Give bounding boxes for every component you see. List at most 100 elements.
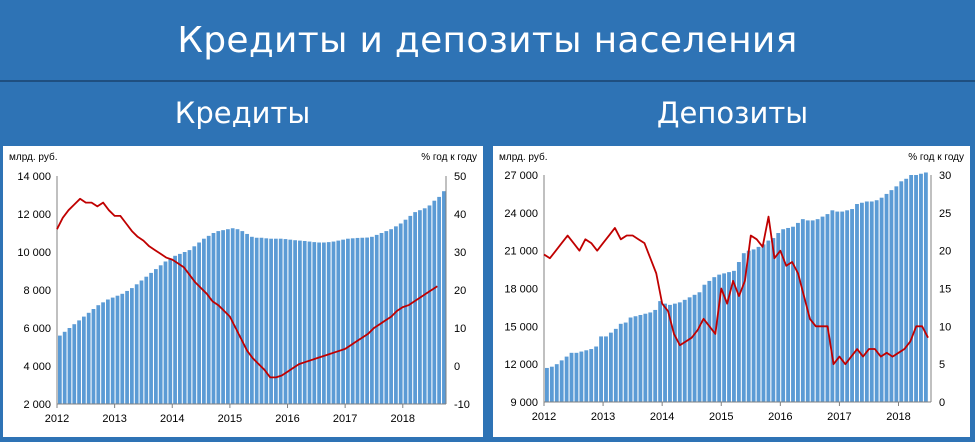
data-bar — [638, 314, 643, 402]
data-bar — [736, 262, 741, 402]
x-tick-label: 2013 — [102, 413, 126, 425]
data-bar — [96, 305, 101, 404]
data-bar — [579, 351, 584, 402]
data-bar — [613, 328, 618, 402]
right-y-tick-label: 15 — [939, 284, 951, 296]
data-bar — [422, 208, 427, 404]
left-axis-unit-label: млрд. руб. — [9, 151, 58, 163]
data-bar — [139, 280, 144, 404]
data-bar — [202, 238, 206, 404]
data-bar — [692, 294, 697, 402]
right-y-tick-label: 25 — [939, 208, 951, 220]
data-bar — [365, 237, 369, 404]
data-bar — [633, 316, 638, 402]
data-bar — [230, 228, 235, 404]
data-bar — [914, 175, 918, 402]
data-bar — [776, 233, 781, 402]
data-bar — [187, 250, 192, 404]
right-axis-unit-label: % год к году — [421, 152, 477, 163]
x-tick-label: 2013 — [591, 411, 615, 423]
data-bar — [781, 229, 786, 402]
data-bar — [574, 352, 579, 402]
data-bar — [91, 309, 96, 404]
page-title: Кредиты и депозиты населения — [177, 19, 798, 61]
data-bar — [278, 238, 283, 404]
data-bar — [355, 237, 360, 404]
x-tick-label: 2014 — [650, 411, 674, 423]
right-y-tick-label: 0 — [939, 397, 945, 409]
data-bar — [845, 210, 850, 402]
left-y-tick-label: 9 000 — [510, 397, 538, 409]
data-bar — [786, 227, 790, 402]
x-tick-label: 2015 — [709, 411, 733, 423]
data-bar — [835, 211, 840, 402]
data-bar — [394, 226, 398, 404]
data-bar — [168, 258, 173, 404]
data-bar — [855, 204, 859, 402]
data-bar — [106, 299, 110, 404]
data-bar — [584, 350, 589, 402]
data-bar — [800, 219, 805, 402]
data-bar — [549, 366, 554, 402]
right-y-tick-label: 20 — [454, 285, 466, 297]
data-bar — [58, 335, 62, 404]
data-bar — [82, 316, 86, 404]
data-bar — [427, 205, 432, 404]
data-bar — [717, 274, 722, 402]
data-bar — [559, 360, 564, 402]
data-bar — [771, 238, 776, 402]
data-bar — [130, 288, 134, 404]
data-bar — [341, 239, 345, 404]
data-bar — [791, 226, 795, 402]
yoy-growth-line — [56, 197, 438, 379]
data-bar — [206, 235, 211, 404]
left-axis-unit-label: млрд. руб. — [499, 151, 548, 163]
data-bar — [115, 295, 120, 404]
left-y-tick-label: 8 000 — [23, 285, 51, 297]
data-bar — [889, 190, 894, 402]
data-bar — [418, 210, 422, 404]
x-tick-label: 2016 — [275, 413, 299, 425]
data-bar — [144, 276, 149, 404]
data-bar — [663, 303, 667, 402]
data-bar — [288, 239, 293, 404]
data-bar — [682, 299, 687, 402]
data-bar — [746, 250, 751, 402]
data-bar — [72, 324, 77, 404]
data-bar — [879, 197, 884, 402]
data-bar — [134, 284, 139, 404]
data-bar — [274, 238, 278, 404]
data-bar — [307, 241, 312, 404]
data-bar — [569, 352, 574, 402]
data-bar — [221, 230, 225, 404]
data-bar — [149, 272, 153, 404]
title-bar: Кредиты и депозиты населения — [0, 0, 975, 82]
data-bar — [815, 219, 820, 402]
data-bar — [437, 196, 441, 404]
data-bar — [658, 301, 663, 402]
data-bar — [869, 201, 874, 402]
data-bar — [336, 240, 341, 404]
left-y-tick-label: 6 000 — [23, 323, 51, 335]
data-bar — [173, 255, 177, 404]
data-bar — [628, 317, 633, 402]
data-bar — [923, 172, 928, 402]
data-bar — [741, 253, 746, 402]
data-bar — [408, 215, 413, 404]
data-bar — [216, 231, 221, 404]
data-bar — [904, 178, 909, 402]
right-y-tick-label: 30 — [454, 247, 466, 259]
data-bar — [384, 231, 389, 404]
right-y-tick-label: 30 — [939, 170, 951, 182]
deposits-chart: млрд. руб. % год к году 27 000 24 000 21 000… — [499, 151, 964, 423]
data-bar — [302, 240, 307, 404]
left-subtitle: Кредиты — [174, 96, 311, 130]
data-bar — [653, 309, 658, 402]
data-bar — [125, 290, 129, 404]
right-y-tick-label: -10 — [454, 399, 470, 411]
right-y-tick-label: 5 — [939, 359, 945, 371]
right-subtitle: Депозиты — [656, 96, 809, 130]
data-bar — [894, 186, 899, 402]
data-bar — [101, 302, 105, 404]
x-tick-label: 2018 — [391, 413, 415, 425]
